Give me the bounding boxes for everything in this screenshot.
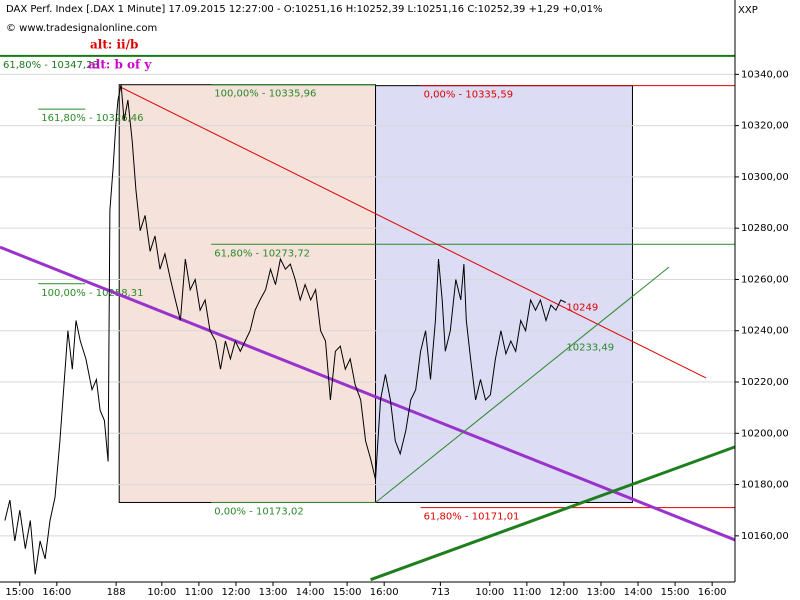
- x-tick-label: 12:00: [549, 587, 578, 598]
- x-tick-label: 15:00: [5, 587, 34, 598]
- y-tick-label: 10200,00: [741, 428, 789, 439]
- x-tick-label: 12:00: [222, 587, 251, 598]
- copyright: © www.tradesignalonline.com: [6, 23, 157, 34]
- x-tick-label: 10:00: [475, 587, 504, 598]
- annotation: alt: ii/b: [90, 38, 138, 52]
- x-tick-label: 16:00: [42, 587, 71, 598]
- x-tick-label: 14:00: [296, 587, 325, 598]
- x-tick-label: 10:00: [147, 587, 176, 598]
- fib-label: 100,00% - 10335,96: [214, 89, 316, 100]
- x-tick-label: 13:00: [587, 587, 616, 598]
- y-tick-label: 10220,00: [741, 377, 789, 388]
- trend-label: 10249: [566, 303, 598, 314]
- x-tick-label: 13:00: [259, 587, 288, 598]
- x-tick-label: 15:00: [661, 587, 690, 598]
- y-tick-label: 10160,00: [741, 531, 789, 542]
- price-line: [4, 84, 567, 575]
- y-tick-label: 10340,00: [741, 69, 789, 80]
- x-tick-label: 713: [431, 587, 450, 598]
- x-tick-label: 188: [107, 587, 126, 598]
- fib-label: 61,80% - 10347,23: [3, 60, 99, 71]
- trendline: [375, 266, 670, 503]
- x-tick-label: 16:00: [370, 587, 399, 598]
- fib-label: 61,80% - 10273,72: [214, 248, 310, 259]
- fib-label: 100,00% - 10258,31: [41, 288, 143, 299]
- corner-label: XXP: [738, 5, 758, 16]
- fib-label: 161,80% - 10326,46: [41, 113, 143, 124]
- fib-label: 61,80% - 10171,01: [424, 512, 520, 523]
- y-tick-label: 10300,00: [741, 172, 789, 183]
- chart-title: DAX Perf. Index [.DAX 1 Minute] 17.09.20…: [6, 4, 603, 15]
- trendline: [118, 85, 707, 379]
- annotation: alt: b of y: [88, 58, 152, 72]
- y-tick-label: 10240,00: [741, 326, 789, 337]
- x-tick-label: 14:00: [624, 587, 653, 598]
- x-tick-label: 11:00: [184, 587, 213, 598]
- x-tick-label: 11:00: [512, 587, 541, 598]
- y-tick-label: 10280,00: [741, 223, 789, 234]
- y-tick-label: 10320,00: [741, 121, 789, 132]
- y-tick-label: 10180,00: [741, 480, 789, 491]
- plot-area: 61,80% - 10347,23 161,80% - 10326,46 100,0…: [0, 54, 736, 582]
- fib-label: 0,00% - 10173,02: [214, 506, 303, 517]
- trendline: [370, 445, 736, 582]
- fib-box: [118, 84, 377, 503]
- x-tick-label: 16:00: [698, 587, 727, 598]
- fib-label: 0,00% - 10335,59: [424, 90, 513, 101]
- x-tick-label: 15:00: [333, 587, 362, 598]
- y-tick-label: 10260,00: [741, 274, 789, 285]
- fib-box: [375, 85, 633, 503]
- trend-label: 10233,49: [566, 342, 614, 353]
